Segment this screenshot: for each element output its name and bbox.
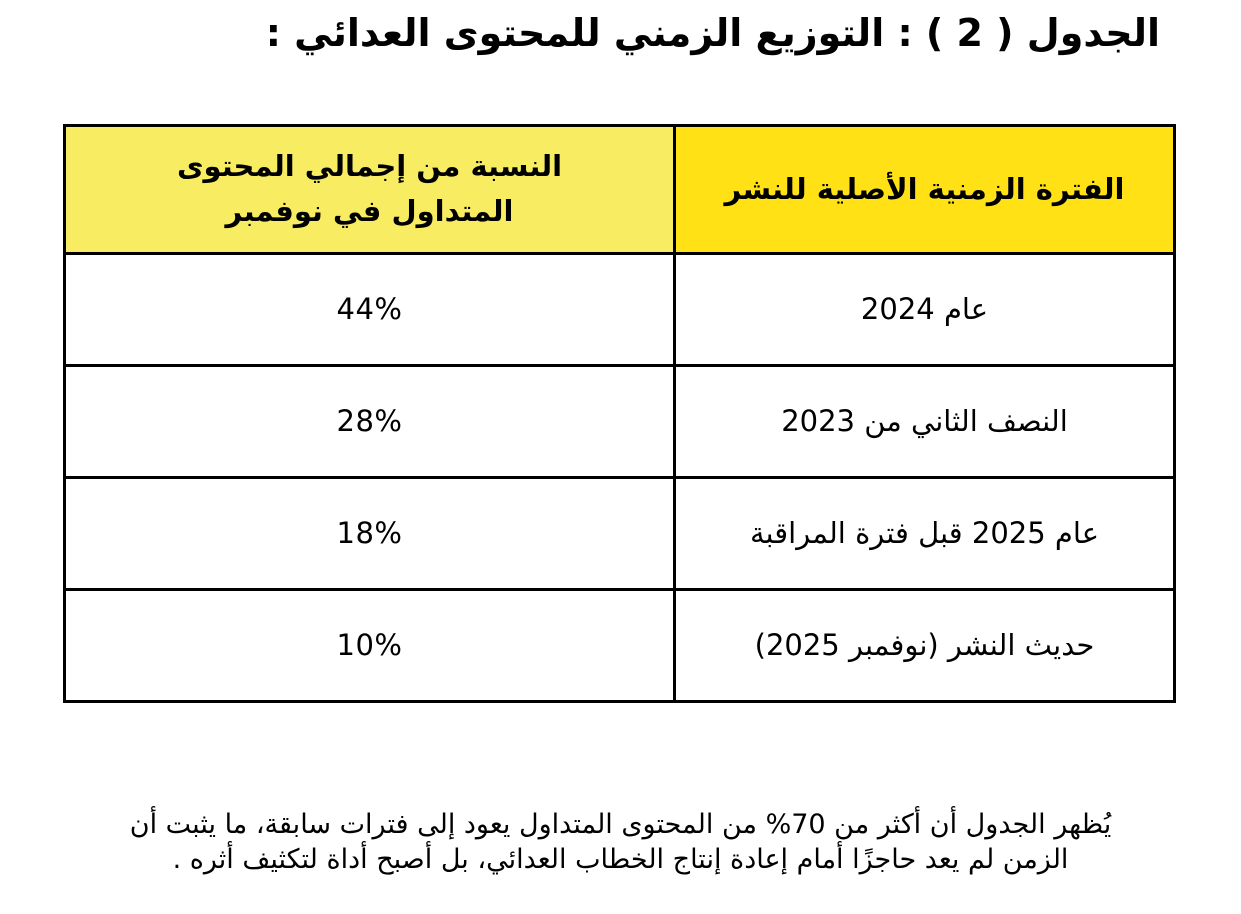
header-percentage-cell: النسبة من إجمالي المحتوى المتداول في نوف… xyxy=(63,123,676,255)
percentage-cell: 28% xyxy=(63,363,676,479)
period-cell: النصف الثاني من 2023 xyxy=(673,363,1176,479)
note-line-2: الزمن لم يعد حاجزًا أمام إعادة إنتاج الخ… xyxy=(172,843,1069,875)
period-cell: عام 2024 xyxy=(673,251,1176,367)
period-cell: حديث النشر (نوفمبر 2025) xyxy=(673,587,1176,703)
header-period-cell: الفترة الزمنية الأصلية للنشر xyxy=(673,123,1176,255)
table-row: عام 2024 44% xyxy=(63,251,1176,367)
table-row: حديث النشر (نوفمبر 2025) 10% xyxy=(63,587,1176,703)
percentage-cell: 18% xyxy=(63,475,676,591)
percentage-cell: 44% xyxy=(63,251,676,367)
table-row: عام 2025 قبل فترة المراقبة 18% xyxy=(63,475,1176,591)
temporal-distribution-table: الفترة الزمنية الأصلية للنشر النسبة من إ… xyxy=(63,123,1176,703)
period-cell: عام 2025 قبل فترة المراقبة xyxy=(673,475,1176,591)
percentage-cell: 10% xyxy=(63,587,676,703)
table-row: النصف الثاني من 2023 28% xyxy=(63,363,1176,479)
page-title: الجدول ( 2 ) : التوزيع الزمني للمحتوى ال… xyxy=(265,11,1160,55)
table-header-row: الفترة الزمنية الأصلية للنشر النسبة من إ… xyxy=(63,123,1176,255)
table-note: يُظهر الجدول أن أكثر من 70% من المحتوى ا… xyxy=(0,807,1241,877)
note-line-1: يُظهر الجدول أن أكثر من 70% من المحتوى ا… xyxy=(129,808,1112,840)
